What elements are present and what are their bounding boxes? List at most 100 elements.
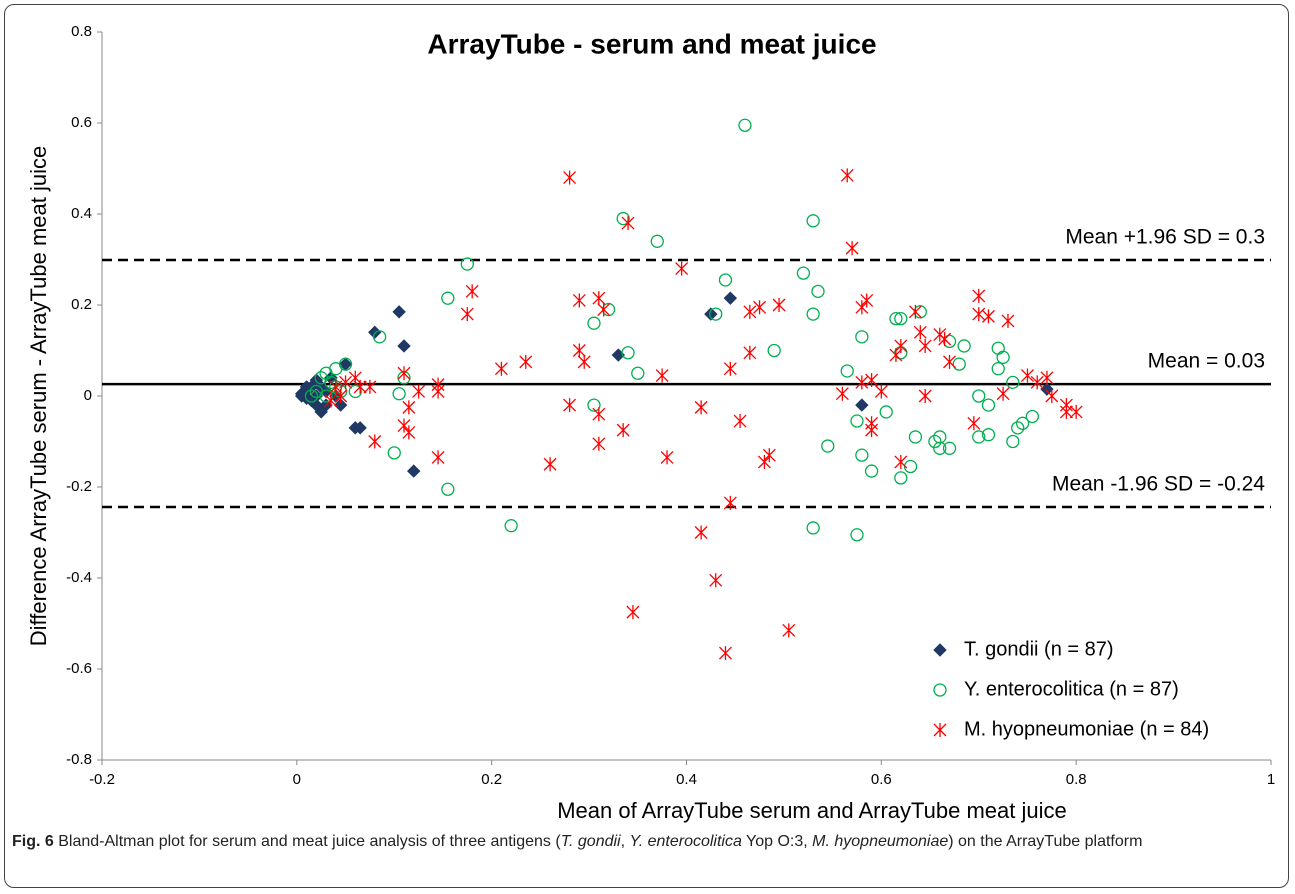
point	[504, 519, 518, 533]
point	[972, 288, 986, 303]
point	[845, 241, 859, 256]
legend-marker	[933, 683, 947, 697]
point	[996, 350, 1010, 365]
point	[324, 393, 338, 408]
point	[913, 305, 927, 319]
point	[650, 234, 664, 248]
y-tick-label: 0	[84, 387, 92, 404]
x-tick-label: 1	[1267, 771, 1275, 788]
point	[855, 300, 869, 315]
point	[850, 528, 864, 542]
point	[811, 284, 825, 298]
point	[339, 375, 353, 390]
point	[592, 407, 606, 422]
point	[738, 118, 752, 132]
y-axis-label: Difference ArrayTube serum - ArrayTube m…	[26, 146, 51, 647]
point	[441, 482, 455, 496]
legend-marker	[933, 643, 947, 657]
point	[723, 361, 737, 376]
point	[743, 304, 757, 319]
point	[460, 307, 474, 322]
point	[519, 354, 533, 369]
point	[840, 168, 854, 183]
point	[933, 441, 947, 455]
point	[460, 257, 474, 271]
legend-label: M. hyopneumoniae (n = 84)	[964, 718, 1209, 740]
point	[333, 398, 348, 412]
point	[1021, 368, 1034, 383]
point	[431, 450, 445, 465]
point	[806, 307, 820, 321]
point	[938, 332, 952, 347]
point	[894, 454, 908, 469]
caption-text: ) on the ArrayTube platform	[948, 833, 1143, 850]
chart-title: ArrayTube - serum and meat juice	[427, 28, 876, 59]
point	[972, 389, 986, 403]
point	[631, 366, 645, 380]
point	[782, 623, 796, 638]
point	[694, 400, 708, 415]
point	[719, 646, 732, 661]
point	[860, 293, 874, 308]
point	[494, 361, 508, 376]
point	[723, 495, 737, 510]
point	[855, 375, 869, 390]
x-axis-label: Mean of ArrayTube serum and ArrayTube me…	[557, 798, 1067, 823]
point	[889, 312, 903, 326]
point	[387, 446, 401, 460]
point	[865, 423, 879, 438]
point	[879, 405, 893, 419]
point	[329, 362, 343, 376]
point	[402, 400, 416, 415]
point	[616, 423, 630, 438]
point	[996, 386, 1010, 401]
point	[981, 428, 996, 442]
point	[865, 373, 879, 388]
point	[806, 521, 820, 535]
reference-label: Mean +1.96 SD = 0.3	[1065, 226, 1265, 249]
point	[942, 441, 957, 455]
point	[543, 457, 557, 472]
point	[913, 325, 927, 340]
point	[694, 525, 708, 540]
point	[806, 214, 820, 228]
point	[757, 454, 771, 469]
caption-text: M. hyopneumoniae	[812, 833, 949, 850]
point	[334, 384, 348, 399]
chart: ArrayTube - serum and meat juice Mean of…	[26, 23, 1275, 823]
caption-text: Bland-Altman plot for serum and meat jui…	[53, 833, 561, 850]
point	[563, 170, 577, 185]
point	[1059, 404, 1073, 419]
point	[972, 430, 986, 444]
point	[572, 293, 586, 308]
point	[772, 298, 786, 312]
caption-text: Y. enterocolitica	[629, 833, 742, 850]
point	[572, 343, 586, 358]
point	[407, 464, 421, 478]
point	[397, 418, 411, 433]
reference-label: Mean -1.96 SD = -0.24	[1052, 473, 1265, 496]
point	[592, 291, 606, 306]
point	[855, 330, 869, 344]
point	[1025, 409, 1039, 424]
point	[864, 464, 879, 478]
y-tick-label: -0.2	[66, 478, 92, 495]
x-tick-label: 0	[293, 771, 301, 788]
y-tick-label: 0.8	[71, 23, 92, 40]
caption-text: ,	[620, 833, 630, 850]
point	[621, 216, 635, 231]
point	[1045, 389, 1059, 403]
point	[655, 368, 669, 383]
point	[981, 398, 996, 412]
point	[918, 389, 932, 403]
point	[767, 343, 781, 358]
point	[1006, 434, 1020, 449]
point	[894, 312, 908, 326]
point	[616, 211, 630, 226]
point	[1015, 416, 1030, 430]
y-tick-label: 0.6	[71, 114, 92, 131]
point	[577, 354, 591, 369]
point	[465, 284, 479, 299]
legend-label: T. gondii (n = 87)	[964, 638, 1114, 660]
